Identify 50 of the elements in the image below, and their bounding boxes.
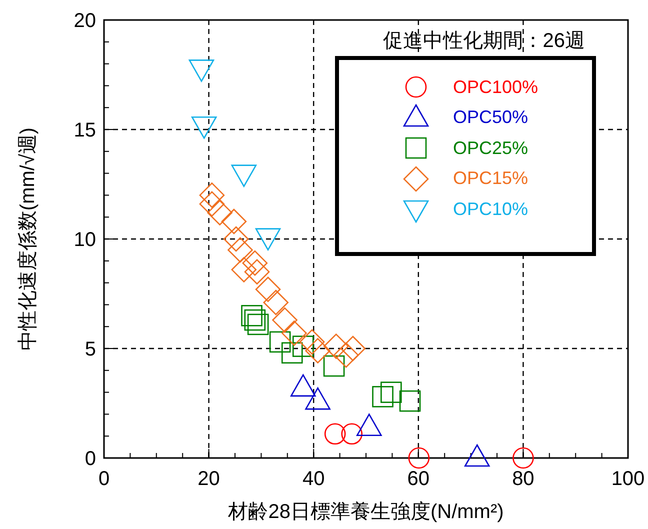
x-tick-label: 60 [407, 468, 430, 490]
x-tick-label: 80 [512, 468, 534, 490]
legend-label: OPC25% [453, 138, 528, 159]
point [372, 386, 394, 408]
point [399, 390, 421, 412]
point [269, 331, 291, 353]
point [228, 237, 253, 263]
legend-label: OPC100% [453, 76, 538, 98]
point [299, 329, 325, 355]
point [199, 191, 225, 217]
x-tick-label: 0 [98, 468, 110, 490]
point [324, 423, 346, 445]
annotation: 促進中性化期間：26週 [382, 30, 585, 52]
x-axis-title: 材齢28日標準養生強度(N/mm²) [227, 501, 504, 523]
x-tick-label: 40 [302, 468, 325, 490]
point [282, 320, 307, 346]
point [231, 257, 257, 282]
point [241, 305, 262, 326]
legend-label: OPC50% [453, 107, 528, 128]
y-tick-label: 0 [84, 448, 96, 470]
point [380, 382, 402, 403]
y-tick-label: 10 [74, 229, 96, 251]
y-tick-label: 15 [74, 120, 96, 142]
x-tick-label: 20 [198, 468, 220, 490]
point [247, 314, 269, 336]
point [281, 342, 303, 364]
x-tick-label: 100 [611, 468, 645, 490]
point [223, 226, 249, 252]
point [242, 250, 268, 276]
point [255, 276, 281, 302]
point [340, 336, 366, 362]
point [272, 307, 298, 333]
y-axis-title: 中性化速度係数(mm/√週) [17, 127, 39, 351]
point [341, 423, 362, 445]
legend-label: OPC10% [453, 198, 528, 220]
point [199, 182, 225, 208]
point [323, 355, 345, 377]
y-tick-label: 20 [74, 10, 96, 32]
point [221, 208, 247, 234]
y-tick-label: 5 [84, 338, 96, 360]
point [244, 309, 266, 331]
legend-label: OPC15% [453, 168, 528, 190]
point [207, 200, 232, 226]
point [408, 447, 430, 469]
point [305, 338, 330, 364]
point [512, 447, 534, 469]
point [323, 334, 349, 359]
point [333, 342, 359, 368]
point [263, 290, 289, 316]
point [244, 259, 270, 284]
